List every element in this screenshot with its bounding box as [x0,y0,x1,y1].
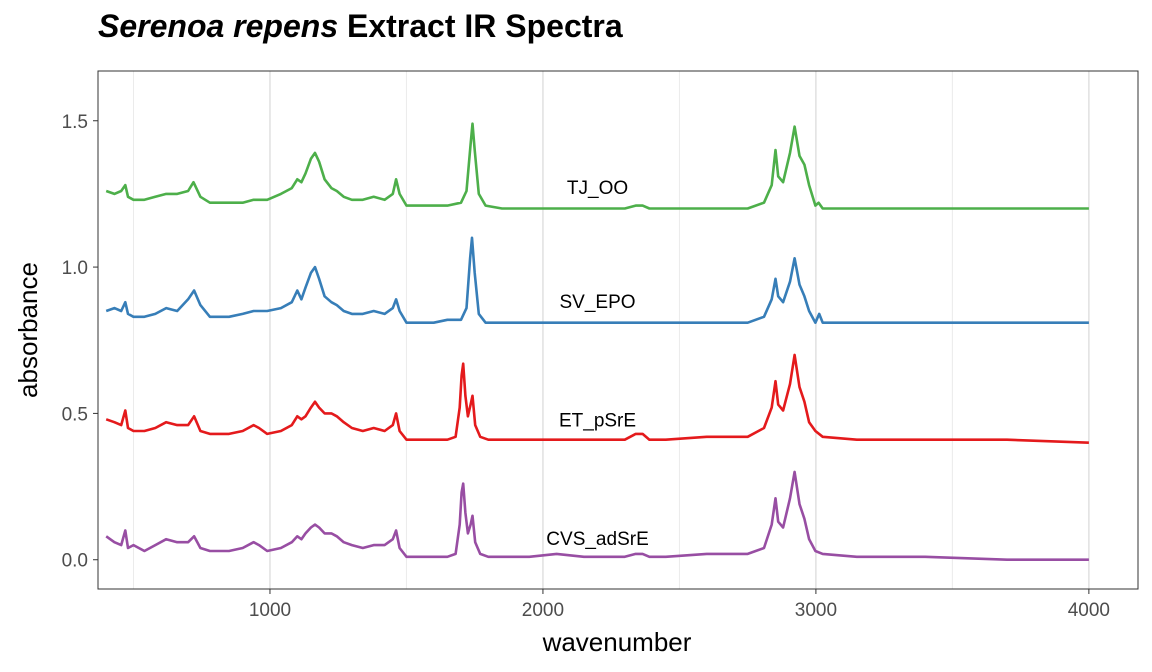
series-label-sv-epo: SV_EPO [560,292,636,313]
series-label-cvs-adsre: CVS_adSrE [546,529,648,550]
x-tick-label: 1000 [249,600,291,621]
plot-panel-border [97,70,1139,590]
series-line-tj-oo [105,122,1089,210]
series-line-cvs-adsre [105,470,1089,561]
chart-title-rest: Extract IR Spectra [338,8,623,44]
grid-lines [132,71,1090,589]
spectra-lines [105,122,1089,561]
x-axis-title: wavenumber [542,627,692,657]
y-axis-title: absorbance [13,262,43,398]
y-tick-label: 1.0 [62,258,88,279]
series-line-et-psre [105,353,1089,444]
x-tick-label: 4000 [1068,600,1110,621]
y-tick-label: 1.5 [62,112,88,133]
y-tick-label: 0.0 [62,551,88,572]
x-tick-label: 3000 [795,600,837,621]
x-tick-label: 2000 [522,600,564,621]
series-line-sv-epo [105,236,1089,324]
axes: 1000 2000 3000 4000 0.0 0.5 1.0 1.5 [62,112,1110,621]
series-label-et-psre: ET_pSrE [559,411,636,432]
chart-title-species: Serenoa repens [98,8,339,44]
y-tick-label: 0.5 [62,404,88,425]
chart-title: Serenoa repens Extract IR Spectra [98,8,623,45]
series-label-tj-oo: TJ_OO [567,178,628,199]
series-labels: TJ_OO SV_EPO ET_pSrE CVS_adSrE [546,178,648,550]
